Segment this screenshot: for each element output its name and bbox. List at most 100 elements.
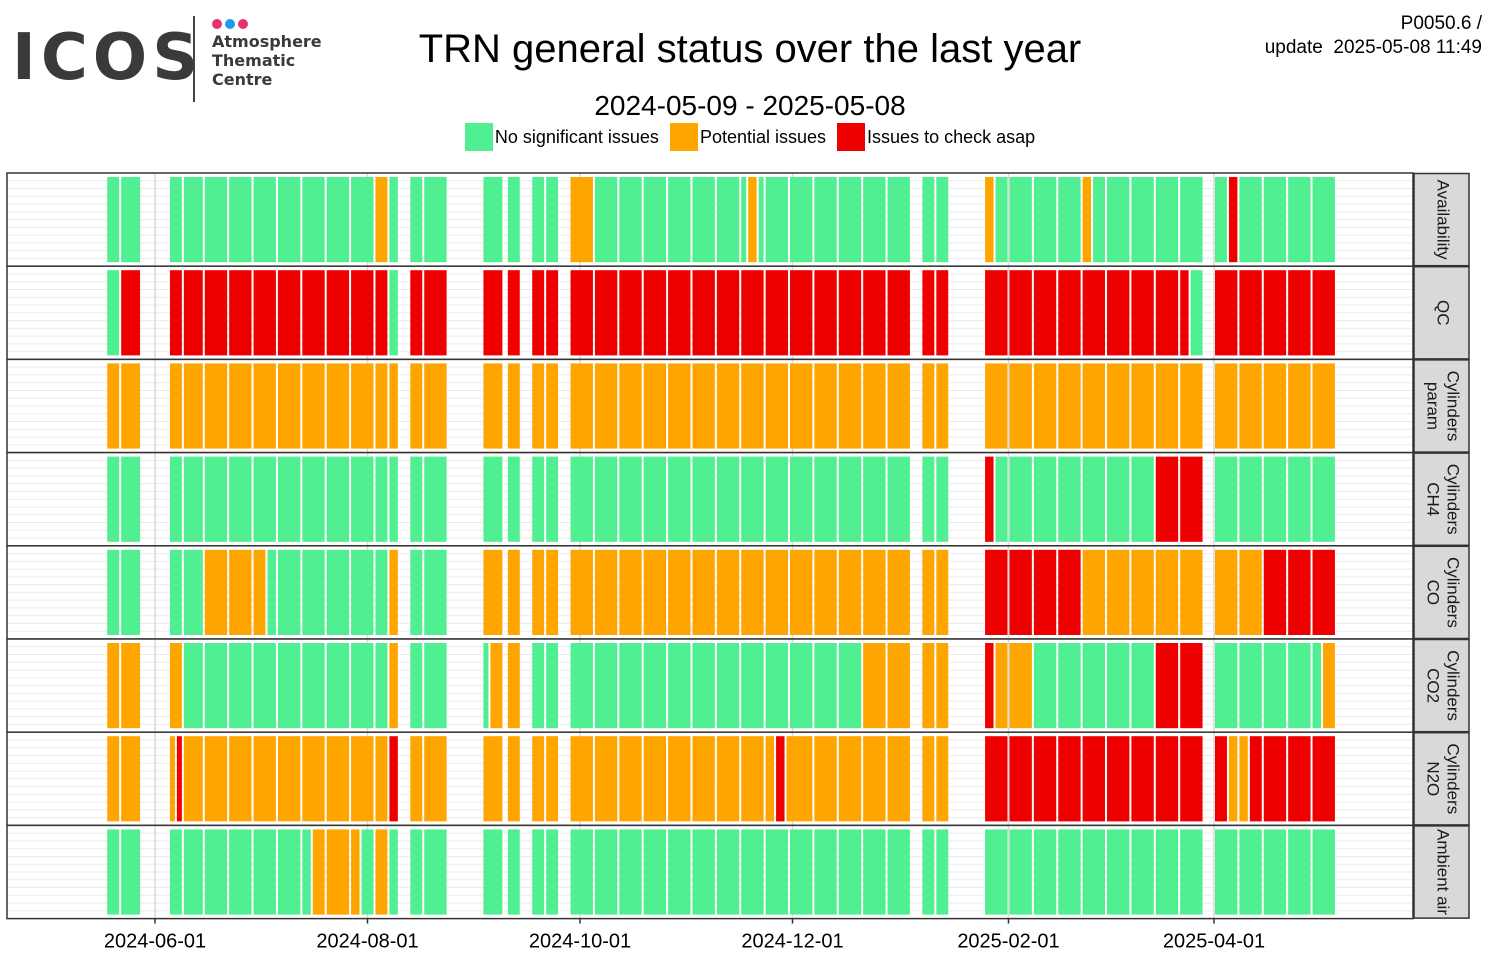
status-bar: [922, 829, 935, 915]
status-bar: [253, 456, 276, 542]
status-bar: [169, 456, 182, 542]
x-tick-label: 2024-06-01: [104, 931, 206, 953]
status-bar: [1058, 736, 1081, 822]
status-bar: [1131, 456, 1154, 542]
status-bar: [765, 643, 789, 729]
status-bar: [532, 456, 545, 542]
status-bar: [1155, 736, 1179, 822]
status-bar: [1107, 549, 1130, 635]
status-bar: [326, 270, 350, 356]
status-bar: [570, 270, 593, 356]
status-bar: [1058, 177, 1081, 263]
status-bar: [253, 643, 276, 729]
status-bar: [1131, 270, 1154, 356]
status-bar: [619, 177, 642, 263]
status-bar: [1033, 736, 1057, 822]
status-bar: [814, 549, 837, 635]
status-bar: [1058, 829, 1081, 915]
status-bar: [121, 270, 141, 356]
status-bar: [668, 549, 691, 635]
strip-background: [1413, 825, 1470, 919]
status-bar: [692, 177, 715, 263]
status-bar: [375, 270, 388, 356]
status-bar: [985, 829, 1008, 915]
status-bar: [375, 829, 388, 915]
status-bar: [1155, 177, 1179, 263]
logo-subtitle-line-1: Atmosphere: [212, 32, 322, 51]
status-bar: [1131, 643, 1154, 729]
status-bar: [716, 736, 740, 822]
status-bar: [668, 456, 691, 542]
status-bar: [1239, 270, 1262, 356]
status-bar: [183, 829, 203, 915]
status-bar: [121, 177, 141, 263]
status-bar: [507, 643, 520, 729]
status-bar: [1082, 549, 1106, 635]
status-bar: [936, 363, 949, 449]
status-bar: [1180, 829, 1203, 915]
status-bar: [863, 270, 886, 356]
legend-item-ok: No significant issues: [464, 122, 659, 151]
status-bar: [1215, 270, 1238, 356]
status-bar: [375, 736, 388, 822]
status-bar: [277, 736, 301, 822]
status-bar: [863, 456, 886, 542]
status-bar: [253, 736, 276, 822]
status-bar: [936, 456, 949, 542]
status-bar: [1131, 363, 1154, 449]
status-bar: [1058, 549, 1081, 635]
status-bar: [1312, 643, 1321, 729]
status-bar: [1107, 177, 1130, 263]
status-bar: [1180, 549, 1203, 635]
status-bar: [277, 363, 301, 449]
status-bar: [668, 829, 691, 915]
status-bar: [748, 177, 757, 263]
status-bar: [922, 643, 935, 729]
status-bar: [277, 177, 301, 263]
status-bar: [692, 549, 715, 635]
status-bar: [776, 736, 785, 822]
status-bar: [643, 829, 667, 915]
status-bar: [790, 456, 813, 542]
status-bar: [1288, 456, 1311, 542]
status-bar: [351, 549, 374, 635]
status-bar: [546, 270, 559, 356]
status-bar: [936, 829, 949, 915]
status-bar: [985, 643, 994, 729]
status-bar: [838, 456, 862, 542]
status-bar: [107, 177, 120, 263]
status-bar: [1180, 456, 1203, 542]
status-bar: [985, 736, 1008, 822]
status-bar: [765, 829, 789, 915]
status-bar: [814, 643, 837, 729]
status-bar: [107, 736, 120, 822]
status-bar: [107, 643, 120, 729]
status-bar: [758, 177, 764, 263]
status-bar: [1009, 643, 1032, 729]
status-bar: [741, 549, 764, 635]
status-bar: [1033, 270, 1057, 356]
status-bar: [765, 177, 789, 263]
status-bar: [389, 643, 398, 729]
status-bar: [1288, 829, 1311, 915]
status-bar: [1190, 270, 1203, 356]
legend-item-potential: Potential issues: [669, 122, 827, 151]
product-id: P0050.6 /: [1400, 13, 1482, 34]
status-bar: [887, 736, 910, 822]
strip-label: CH4: [1424, 482, 1443, 516]
status-bar: [176, 736, 182, 822]
status-bar: [253, 363, 276, 449]
logo-subtitle: Atmosphere Thematic Centre: [212, 32, 322, 89]
status-bar: [483, 456, 503, 542]
status-bar: [922, 363, 935, 449]
logo-dot-2: [225, 19, 235, 29]
status-bar: [532, 829, 545, 915]
status-bar: [302, 270, 325, 356]
status-bar: [1033, 456, 1057, 542]
status-bar: [619, 643, 642, 729]
status-bar: [253, 177, 276, 263]
status-bar: [692, 736, 715, 822]
status-bar: [1155, 363, 1179, 449]
legend-label-potential: Potential issues: [699, 126, 827, 147]
strip-label: Cylinders: [1444, 464, 1463, 535]
